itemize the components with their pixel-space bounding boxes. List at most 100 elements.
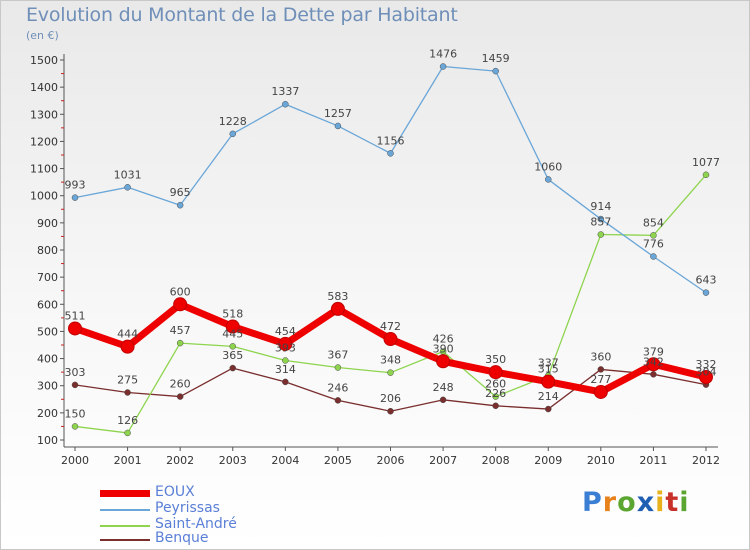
data-label: 426 <box>433 333 454 346</box>
data-point <box>492 67 499 75</box>
data-label: 472 <box>380 320 401 333</box>
data-point <box>124 184 131 191</box>
y-tick-label: 1000 <box>30 190 58 203</box>
data-point <box>597 231 605 238</box>
x-tick-label: 2000 <box>61 454 89 467</box>
data-label: 248 <box>433 381 454 394</box>
data-label: 390 <box>433 342 454 355</box>
data-label: 393 <box>275 341 296 354</box>
y-tick-label: 700 <box>37 271 58 284</box>
data-point <box>229 130 236 138</box>
x-tick-label: 2002 <box>166 454 194 467</box>
data-labels: 303 275 260 365 314 246 206 248 226 214 360 342 304 1… <box>65 48 721 427</box>
x-tick-label: 2006 <box>377 454 405 467</box>
y-tick-label: 1500 <box>30 54 58 67</box>
series-saint-andr- <box>71 171 710 437</box>
data-point <box>120 339 135 354</box>
legend-swatch-eoux <box>100 490 150 497</box>
data-label: 854 <box>643 216 664 229</box>
data-point <box>71 423 79 430</box>
data-label: 246 <box>327 381 348 394</box>
data-label: 379 <box>643 345 664 358</box>
logo-letter: i <box>655 487 666 518</box>
y-tick-label: 1300 <box>30 108 58 121</box>
x-tick-label: 2005 <box>324 454 352 467</box>
data-point <box>282 100 289 108</box>
y-tick-label: 600 <box>37 298 58 311</box>
data-label: 1031 <box>114 168 142 181</box>
data-label: 348 <box>380 354 401 367</box>
legend-swatch-saint-andre <box>100 525 150 527</box>
data-label: 643 <box>696 274 717 287</box>
data-label: 776 <box>643 238 664 251</box>
data-label: 444 <box>117 328 138 341</box>
data-point <box>334 364 342 371</box>
data-point <box>439 396 447 404</box>
y-tick-label: 800 <box>37 244 58 257</box>
data-label: 332 <box>696 358 717 371</box>
series-line <box>74 65 707 294</box>
data-point <box>387 407 394 415</box>
data-label: 1459 <box>482 52 510 65</box>
y-tick-label: 1200 <box>30 135 58 148</box>
x-tick-label: 2001 <box>114 454 142 467</box>
data-point <box>334 397 342 404</box>
legend-swatch-benque <box>100 539 150 541</box>
y-tick-label: 500 <box>37 325 58 338</box>
data-label: 275 <box>117 374 138 387</box>
data-point <box>646 357 661 372</box>
series-eoux <box>68 297 713 399</box>
data-label: 445 <box>222 327 243 340</box>
y-tick-label: 100 <box>37 434 58 447</box>
data-point <box>436 354 451 369</box>
data-point <box>229 343 236 350</box>
logo-letter: t <box>665 487 680 518</box>
data-label: 314 <box>275 363 296 376</box>
data-label: 360 <box>590 350 611 363</box>
data-point <box>597 366 605 373</box>
y-tick-label: 200 <box>37 407 58 420</box>
legend-item-peyrissas: Peyrissas <box>100 500 300 518</box>
data-label: 303 <box>65 366 86 379</box>
data-point <box>492 402 499 410</box>
data-label: 583 <box>327 290 348 303</box>
x-tick-label: 2008 <box>482 454 510 467</box>
y-tick-label: 400 <box>37 353 58 366</box>
data-label: 857 <box>590 216 611 229</box>
data-label: 277 <box>590 373 611 386</box>
data-label: 342 <box>643 355 664 368</box>
y-tick-label: 900 <box>37 217 58 230</box>
y-tick-label: 1400 <box>30 81 58 94</box>
data-label: 1337 <box>271 85 299 98</box>
data-label: 1257 <box>324 107 352 120</box>
data-point <box>68 321 82 336</box>
data-label: 454 <box>275 325 296 338</box>
data-label: 367 <box>327 349 348 362</box>
proxiti-logo: Proxiti <box>582 487 690 518</box>
data-point <box>650 253 657 260</box>
data-point <box>383 332 398 347</box>
data-point <box>702 171 710 179</box>
data-point <box>176 339 184 347</box>
data-point <box>225 319 240 334</box>
y-tick-label: 300 <box>37 380 58 393</box>
legend-label: Saint-André <box>155 516 237 532</box>
data-point <box>176 201 184 209</box>
y-tick-label: 1100 <box>30 163 58 176</box>
data-point <box>173 297 188 312</box>
x-tick-label: 2012 <box>692 454 720 467</box>
x-tick-label: 2010 <box>587 454 615 467</box>
data-point <box>282 378 289 386</box>
legend-swatch-peyrissas <box>100 509 150 511</box>
x-tick-label: 2011 <box>639 454 667 467</box>
data-label: 993 <box>65 179 86 192</box>
x-tick-label: 2009 <box>534 454 562 467</box>
axes: 100 200 300 400 500 600 700 800 900 1000 1100 1200 1… <box>30 54 720 467</box>
data-point <box>702 289 710 296</box>
legend-item-saint-andre: Saint-André <box>100 516 300 534</box>
data-label: 337 <box>538 357 559 370</box>
legend-item-eoux: EOUX <box>100 484 300 502</box>
data-label: 226 <box>485 387 506 400</box>
data-point <box>488 365 503 380</box>
